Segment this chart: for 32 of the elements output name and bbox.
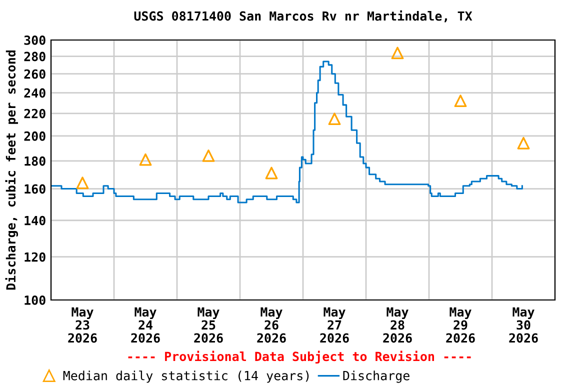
point (76, 176, 89, 190)
y-tick-label: 200 (24, 131, 46, 141)
x-tick-label: May 27 2026 (320, 307, 349, 343)
y-tick-label: 300 (24, 35, 46, 45)
x-tick-label: May 28 2026 (383, 307, 412, 343)
point (454, 94, 467, 108)
y-axis-title: Discharge, cubic feet per second (5, 50, 18, 290)
legend-label: Discharge (343, 370, 410, 383)
x-tick-label: May 23 2026 (68, 307, 97, 343)
y-tick-label: 240 (24, 88, 46, 98)
x-tick-label: May 29 2026 (446, 307, 475, 343)
y-tick-label: 160 (24, 184, 46, 194)
chart-title: USGS 08171400 San Marcos Rv nr Martindale, TX (134, 10, 472, 22)
point (139, 153, 152, 166)
legend-label: Median daily statistic (14 years) (63, 370, 309, 383)
y-tick-label: 140 (24, 216, 46, 226)
y-tick-label: 120 (24, 252, 46, 262)
point (265, 166, 278, 180)
point (391, 46, 404, 60)
y-tick-label: 100 (24, 295, 46, 305)
text: ---- Provisional Data Subject to Revision ---- (128, 350, 471, 364)
point (202, 149, 215, 162)
x-tick-label: May 24 2026 (131, 307, 160, 343)
x-tick-label: May 25 2026 (194, 307, 223, 343)
point (328, 112, 341, 126)
point (517, 136, 530, 150)
y-tick-label: 280 (24, 52, 46, 62)
x-tick-label: May 30 2026 (509, 307, 538, 343)
y-tick-label: 220 (24, 108, 46, 118)
y-tick-label: 180 (24, 156, 46, 166)
y-tick-label: 260 (24, 69, 46, 79)
x-tick-label: May 26 2026 (257, 307, 286, 343)
